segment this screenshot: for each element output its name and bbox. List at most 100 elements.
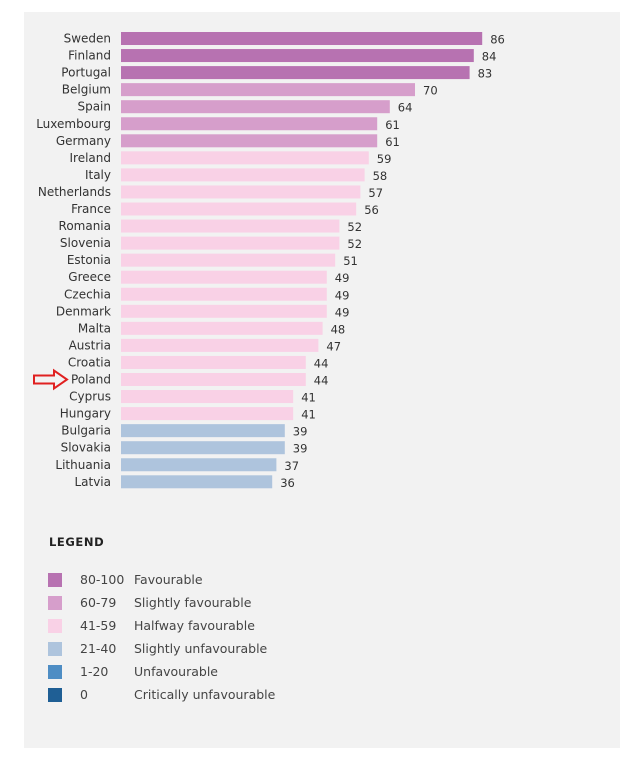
data-label: 83	[478, 67, 493, 81]
category-label: Greece	[68, 270, 111, 284]
data-label: 51	[343, 254, 358, 268]
data-label: 41	[301, 408, 316, 422]
bar	[121, 441, 285, 455]
data-label: 61	[385, 135, 400, 149]
bar	[121, 236, 340, 250]
bar	[121, 338, 319, 352]
legend-swatch	[48, 664, 62, 679]
bar	[121, 66, 470, 80]
bar	[121, 83, 415, 97]
bar	[121, 202, 357, 216]
bar	[121, 49, 474, 63]
category-label: Netherlands	[38, 185, 111, 199]
bar	[121, 32, 483, 45]
legend-range: 60-79	[80, 595, 117, 610]
category-label: Germany	[56, 134, 111, 148]
category-label: Slovenia	[60, 236, 111, 250]
bar	[121, 185, 361, 199]
legend-range: 0	[80, 687, 88, 702]
data-label: 58	[373, 169, 388, 183]
data-label: 37	[284, 459, 299, 473]
legend-range: 80-100	[80, 572, 125, 587]
bar	[121, 355, 306, 369]
data-label: 47	[326, 339, 341, 353]
bar	[121, 100, 390, 114]
bar	[121, 134, 378, 148]
bar	[121, 253, 336, 267]
data-label: 44	[314, 356, 329, 370]
category-label: Italy	[85, 168, 111, 182]
category-label: Austria	[69, 338, 111, 352]
bar	[121, 424, 285, 438]
category-label: Poland	[71, 373, 111, 387]
bar	[121, 390, 294, 404]
category-label: Latvia	[74, 475, 111, 489]
data-label: 49	[335, 271, 350, 285]
legend: 80-100 Favourable 60-79 Slightly favourable…	[48, 568, 275, 706]
data-label: 36	[280, 476, 295, 490]
legend-item: 80-100 Favourable	[48, 568, 275, 591]
data-label: 86	[490, 33, 505, 47]
data-label: 49	[335, 288, 350, 302]
category-label: Portugal	[61, 66, 111, 80]
legend-item: 1-20 Unfavourable	[48, 660, 275, 683]
legend-range: 41-59	[80, 618, 117, 633]
legend-label: Halfway favourable	[134, 618, 255, 633]
data-label: 44	[314, 374, 329, 388]
data-label: 39	[293, 425, 308, 439]
category-label: Bulgaria	[61, 424, 111, 438]
bar	[121, 219, 340, 233]
category-label: Luxembourg	[36, 117, 111, 131]
legend-swatch	[48, 572, 62, 587]
category-label: Slovakia	[61, 441, 111, 455]
bar	[121, 304, 327, 318]
data-label: 52	[347, 237, 362, 251]
bar	[121, 168, 365, 182]
bar	[121, 407, 294, 421]
legend-item: 21-40 Slightly unfavourable	[48, 637, 275, 660]
bar	[121, 321, 323, 335]
legend-label: Slightly favourable	[134, 595, 252, 610]
data-label: 64	[398, 101, 413, 115]
category-label: Spain	[77, 100, 111, 114]
bar	[121, 458, 277, 472]
bar-chart: Sweden 86 Finland 84 Portugal 83 Belgium 70 Spai…	[33, 32, 505, 490]
category-label: Croatia	[68, 355, 111, 369]
category-label: Belgium	[62, 83, 111, 97]
data-label: 70	[423, 84, 438, 98]
legend-item: 60-79 Slightly favourable	[48, 591, 275, 614]
legend-swatch	[48, 595, 62, 610]
bar	[121, 475, 273, 489]
bar	[121, 270, 327, 284]
legend-swatch	[48, 687, 62, 702]
category-label: Estonia	[67, 253, 111, 267]
category-label: Hungary	[60, 407, 111, 421]
legend-swatch	[48, 641, 62, 656]
legend-title: LEGEND	[49, 535, 105, 549]
category-label: Denmark	[56, 304, 111, 318]
legend-label: Critically unfavourable	[134, 687, 276, 702]
data-label: 84	[482, 50, 497, 64]
bar	[121, 151, 369, 165]
category-label: Ireland	[69, 151, 111, 165]
category-label: Lithuania	[55, 458, 111, 472]
data-label: 57	[368, 186, 383, 200]
data-label: 39	[293, 442, 308, 456]
category-label: Romania	[59, 219, 111, 233]
category-label: Czechia	[64, 287, 111, 301]
data-label: 59	[377, 152, 392, 166]
legend-range: 21-40	[80, 641, 117, 656]
legend-range: 1-20	[80, 664, 109, 679]
legend-label: Favourable	[134, 572, 203, 587]
category-label: France	[71, 202, 111, 216]
category-label: Cyprus	[69, 390, 111, 404]
legend-label: Unfavourable	[134, 664, 218, 679]
data-label: 61	[385, 118, 400, 132]
category-label: Finland	[68, 49, 111, 63]
category-label: Malta	[78, 321, 111, 335]
data-label: 41	[301, 391, 316, 405]
bar	[121, 373, 306, 386]
legend-swatch	[48, 618, 62, 633]
legend-item: 41-59 Halfway favourable	[48, 614, 275, 637]
bar	[121, 287, 327, 301]
